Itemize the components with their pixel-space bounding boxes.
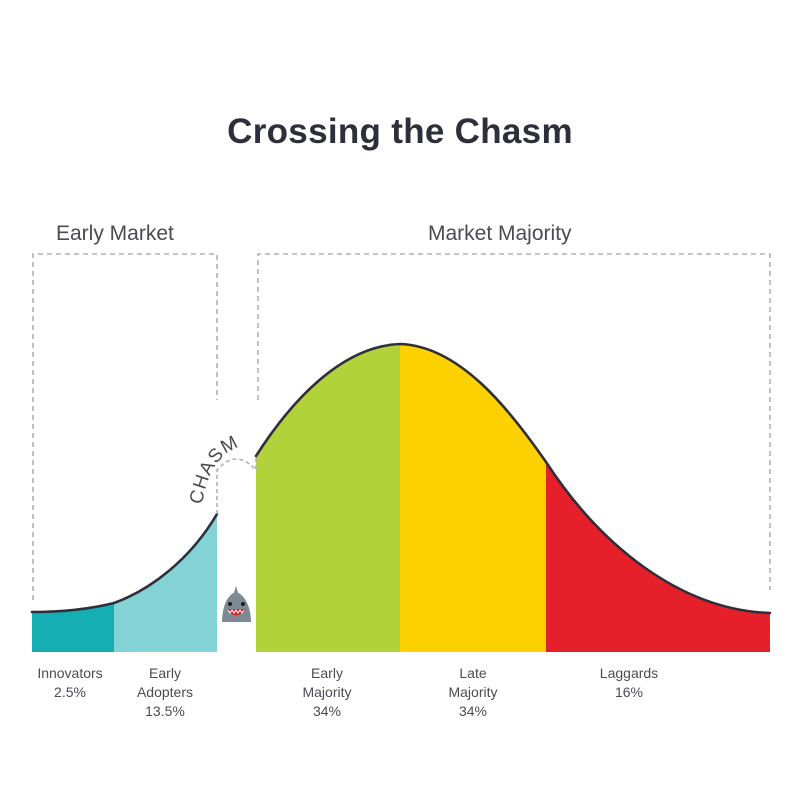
segment-name-line1: Laggards [599,665,659,681]
segment-percent: 13.5% [145,703,185,719]
segment-label-innovators: Innovators 2.5% [10,664,130,702]
page-title: Crossing the Chasm [227,112,573,151]
segment-name-line2: Majority [448,684,498,700]
early-adopters-segment [114,514,217,652]
segment-percent: 34% [312,703,342,719]
innovators-segment [32,603,114,652]
early-market-label: Early Market [56,222,174,245]
segment-name-line1: Innovators [37,665,103,681]
bell-curve-right [254,342,772,615]
chasm-arc [216,456,257,514]
market-majority-bracket [257,253,771,590]
segment-percent: 2.5% [54,684,86,700]
shark-icon [222,586,251,622]
segment-name-line2: Majority [302,684,352,700]
segment-name-line1: Early [311,665,343,681]
segment-name-line1: Early [149,665,181,681]
segment-label-late-majority: Late Majority 34% [413,664,533,721]
segment-name-line2: Adopters [136,684,194,700]
early-market-bracket [32,253,218,600]
segment-name-line1: Late [459,665,487,681]
segment-label-laggards: Laggards 16% [569,664,689,702]
early-majority-segment [256,344,400,652]
laggards-segment [546,462,770,652]
segment-percent: 34% [458,703,488,719]
late-majority-segment [400,344,546,652]
bell-curve [30,512,219,614]
segment-percent: 16% [614,684,644,700]
chasm-gap [217,460,256,652]
segment-label-early-majority: Early Majority 34% [267,664,387,721]
market-majority-label: Market Majority [428,222,572,245]
segment-label-early-adopters: Early Adopters 13.5% [105,664,225,721]
